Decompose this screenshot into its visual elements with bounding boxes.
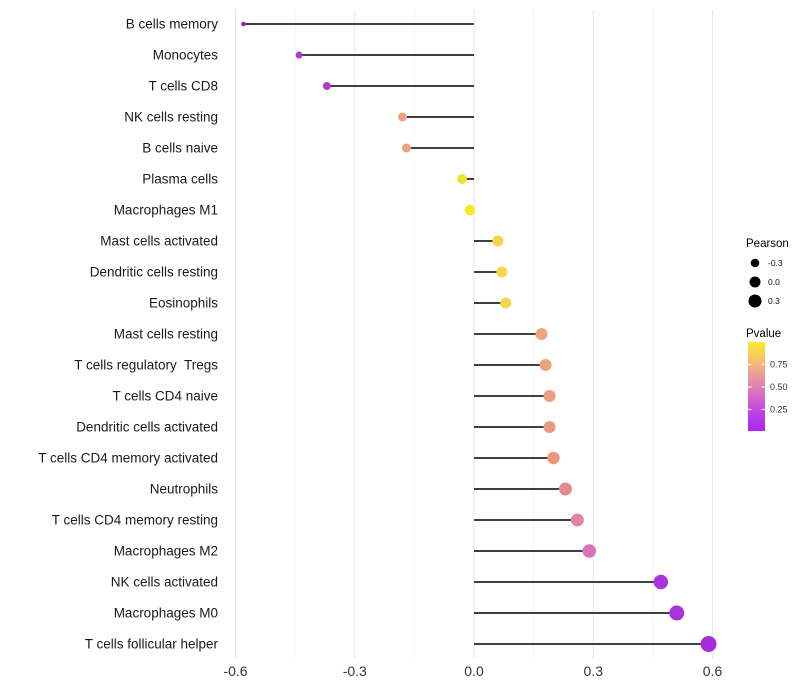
lollipop-dot [401, 143, 411, 153]
lollipop-dot [543, 390, 556, 402]
colorbar-tick-label: 0.25 [770, 404, 788, 414]
x-tick-label: 0.3 [584, 663, 604, 679]
legend: Pearson -0.3 0.0 0.3 Pvalue 0.75 0.50 0.25 [746, 238, 789, 431]
lollipop-dot [558, 482, 572, 496]
lollipop-dot [539, 359, 552, 371]
color-legend-title: Pvalue [746, 328, 781, 340]
category-label: Mast cells activated [100, 234, 218, 249]
lollipop-dot [570, 513, 584, 527]
category-label: Macrophages M2 [114, 544, 218, 559]
lollipop-dot [241, 21, 246, 27]
lollipop-rows: B cells memory Monocytes T cells CD8 NK cel… [38, 17, 717, 652]
size-legend-title: Pearson [746, 238, 789, 250]
category-label: NK cells activated [111, 575, 218, 590]
category-label: B cells naive [142, 141, 218, 156]
x-tick-label: 0.0 [464, 663, 484, 679]
category-label: T cells CD4 memory activated [38, 451, 218, 466]
lollipop-dot [582, 544, 597, 558]
lollipop-dot [500, 297, 512, 309]
category-label: Monocytes [153, 48, 219, 63]
category-label: Macrophages M0 [114, 606, 218, 621]
colorbar-ticks: 0.75 0.50 0.25 [748, 360, 788, 414]
colorbar-tick-label: 0.75 [770, 360, 788, 370]
category-label: Neutrophils [150, 482, 219, 497]
category-label: Macrophages M1 [114, 203, 218, 218]
category-label: NK cells resting [124, 110, 218, 125]
category-label: T cells regulatory Tregs [74, 358, 218, 373]
category-label: T cells CD4 memory resting [52, 513, 218, 528]
lollipop-dot [543, 421, 556, 433]
lollipop-dot [547, 451, 560, 465]
category-label: Dendritic cells activated [76, 420, 218, 435]
lollipop-dot [464, 204, 476, 216]
legend-size-dot [750, 258, 760, 268]
lollipop-dot [653, 574, 669, 590]
lollipop-dot [322, 82, 331, 90]
lollipop-dot [295, 51, 303, 59]
lollipop-dot [496, 266, 508, 278]
size-legend-entries: -0.3 0.0 0.3 [748, 258, 783, 308]
legend-size-dot [748, 294, 762, 308]
category-label: Mast cells resting [114, 327, 218, 342]
lollipop-dot [535, 328, 548, 340]
category-label: T cells follicular helper [85, 637, 219, 652]
category-label: Eosinophils [149, 296, 218, 311]
colorbar-tick-label: 0.50 [770, 382, 788, 392]
lollipop-dot [700, 636, 717, 652]
x-tick-label: 0.6 [703, 663, 723, 679]
category-label: Dendritic cells resting [90, 265, 218, 280]
legend-size-label: 0.3 [768, 296, 780, 306]
legend-size-label: 0.0 [768, 277, 780, 287]
lollipop-dot [492, 235, 504, 247]
x-axis: -0.6 -0.3 0.0 0.3 0.6 [223, 663, 722, 679]
lollipop-dot [457, 174, 468, 184]
category-label: Plasma cells [142, 172, 218, 187]
legend-size-dot [749, 276, 761, 288]
pvalue-colorbar [748, 342, 765, 431]
category-label: T cells CD8 [148, 79, 218, 94]
category-label: T cells CD4 naive [112, 389, 218, 404]
legend-size-label: -0.3 [768, 258, 783, 268]
category-label: B cells memory [126, 17, 219, 32]
lollipop-dot [397, 112, 407, 122]
x-tick-label: -0.6 [223, 663, 247, 679]
lollipop-dot [669, 605, 685, 621]
x-tick-label: -0.3 [343, 663, 367, 679]
